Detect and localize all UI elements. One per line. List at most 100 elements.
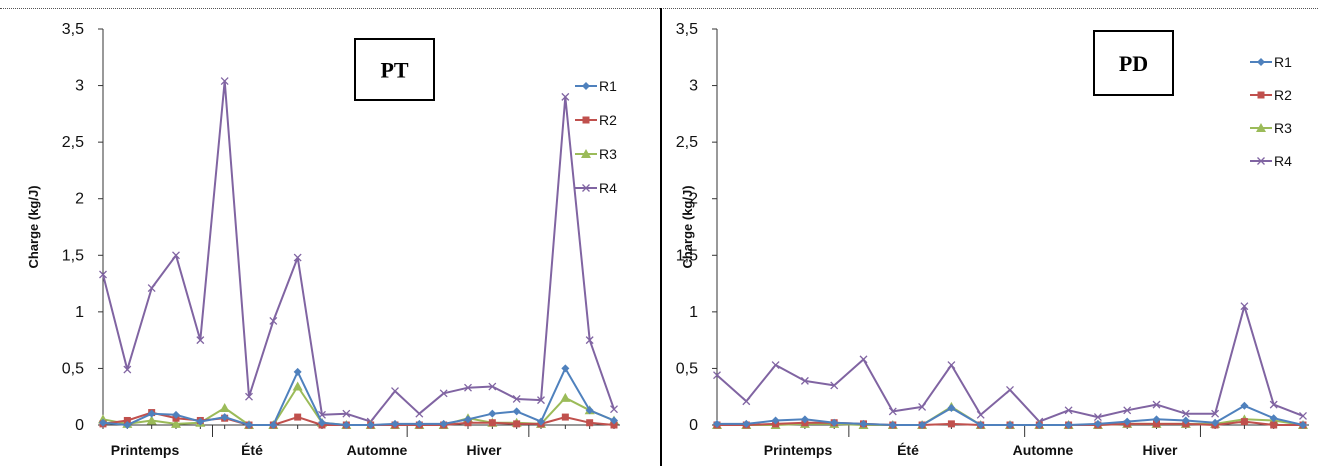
series-line [716, 305, 1304, 423]
data-point [293, 367, 302, 376]
legend-label: R3 [1274, 120, 1292, 136]
legend-item-r4: R4 [575, 180, 617, 196]
chart-panel-pd: 0 0,5 1 1,5 2 2,5 3 3,5 Printemps Été Automne Hiver… [662, 0, 1318, 466]
category-label: Hiver [1142, 442, 1178, 458]
data-point [1240, 401, 1249, 410]
panel-divider [660, 8, 662, 466]
legend-label: R4 [1274, 153, 1292, 169]
legend-swatch-marker [1257, 157, 1265, 165]
legend-item-r3: R3 [1250, 120, 1292, 136]
data-point [391, 419, 399, 428]
data-point [1006, 421, 1014, 429]
data-point [1093, 413, 1102, 422]
legend-label: R2 [599, 112, 617, 128]
data-point [800, 376, 809, 385]
data-point [220, 413, 229, 422]
data-point [292, 381, 303, 391]
y-tick-label: 2,5 [676, 134, 698, 151]
data-point [294, 413, 302, 421]
data-point [976, 421, 985, 429]
data-point [488, 382, 497, 391]
legend-swatch-marker [1257, 91, 1265, 99]
data-point [1211, 409, 1220, 418]
data-point [888, 421, 897, 429]
data-point [1093, 419, 1102, 428]
legend-label: R1 [599, 78, 617, 94]
legend-label: R1 [1274, 54, 1292, 70]
legend-swatch-marker [1256, 123, 1266, 132]
legend-item-r2: R2 [575, 112, 617, 128]
y-tick-label: 0,5 [62, 360, 84, 377]
data-point [947, 361, 956, 369]
data-point [415, 419, 424, 428]
data-point [488, 419, 496, 427]
chart-pd: 0 0,5 1 1,5 2 2,5 3 3,5 Printemps Été Automne Hiver… [676, 21, 1309, 458]
data-point [1123, 417, 1132, 426]
y-tick-label: 1 [689, 304, 698, 321]
data-point [561, 413, 569, 421]
data-point [196, 336, 205, 345]
category-label: Printemps [111, 442, 180, 458]
data-point [269, 316, 278, 325]
category-label: Automne [1013, 442, 1074, 458]
data-point [742, 397, 751, 406]
data-point [171, 418, 181, 428]
y-tick-label: 0 [75, 417, 84, 434]
category-label: Automne [347, 442, 408, 458]
y-tick-label: 3 [75, 78, 84, 95]
data-point [947, 404, 956, 413]
data-point [219, 403, 230, 413]
data-point [123, 365, 132, 374]
data-point [586, 419, 594, 427]
data-point [293, 253, 302, 262]
data-point [172, 410, 180, 419]
data-point [342, 409, 351, 418]
data-point [512, 395, 521, 403]
data-point [1211, 418, 1220, 427]
data-point [1181, 416, 1190, 425]
data-point [560, 392, 571, 402]
series-line [102, 367, 615, 426]
y-axis-label: Charge (kg/J) [26, 185, 41, 268]
data-point [196, 417, 205, 426]
legend-swatch-marker [582, 82, 590, 90]
legend-item-r1: R1 [575, 78, 617, 94]
data-point [245, 421, 253, 429]
data-point [439, 389, 448, 398]
data-point [561, 364, 570, 373]
chart-panel-pt: 0 0,5 1 1,5 2 2,5 3 3,5 Printemps Été Automne Hiver… [0, 0, 660, 466]
data-point [1240, 302, 1249, 311]
data-point [610, 421, 618, 429]
y-tick-label: 2 [75, 191, 84, 208]
series-r1 [99, 364, 618, 429]
category-label: Été [897, 442, 919, 458]
data-point [537, 396, 545, 405]
data-point [585, 406, 594, 415]
data-point [771, 361, 780, 369]
legend-swatch-marker [582, 116, 590, 124]
data-point [147, 284, 156, 293]
data-point [1240, 418, 1248, 426]
data-point [391, 387, 399, 396]
data-point [512, 407, 521, 416]
data-point [1299, 411, 1307, 420]
data-point [1269, 400, 1278, 409]
data-point [888, 407, 897, 416]
data-point [464, 415, 472, 424]
data-point [1152, 415, 1161, 424]
y-tick-label: 2 [689, 191, 698, 208]
y-tick-label: 3,5 [62, 21, 84, 38]
data-point [318, 418, 326, 427]
data-point [1269, 414, 1278, 423]
data-point [713, 371, 721, 380]
data-point [172, 251, 180, 260]
y-tick-label: 3,5 [676, 21, 698, 38]
data-point [464, 383, 472, 392]
data-point [1006, 385, 1014, 394]
data-point [99, 270, 107, 279]
data-point [947, 420, 955, 428]
data-point [800, 415, 809, 424]
data-point [976, 410, 985, 419]
data-point [245, 392, 253, 401]
data-point [366, 421, 375, 429]
